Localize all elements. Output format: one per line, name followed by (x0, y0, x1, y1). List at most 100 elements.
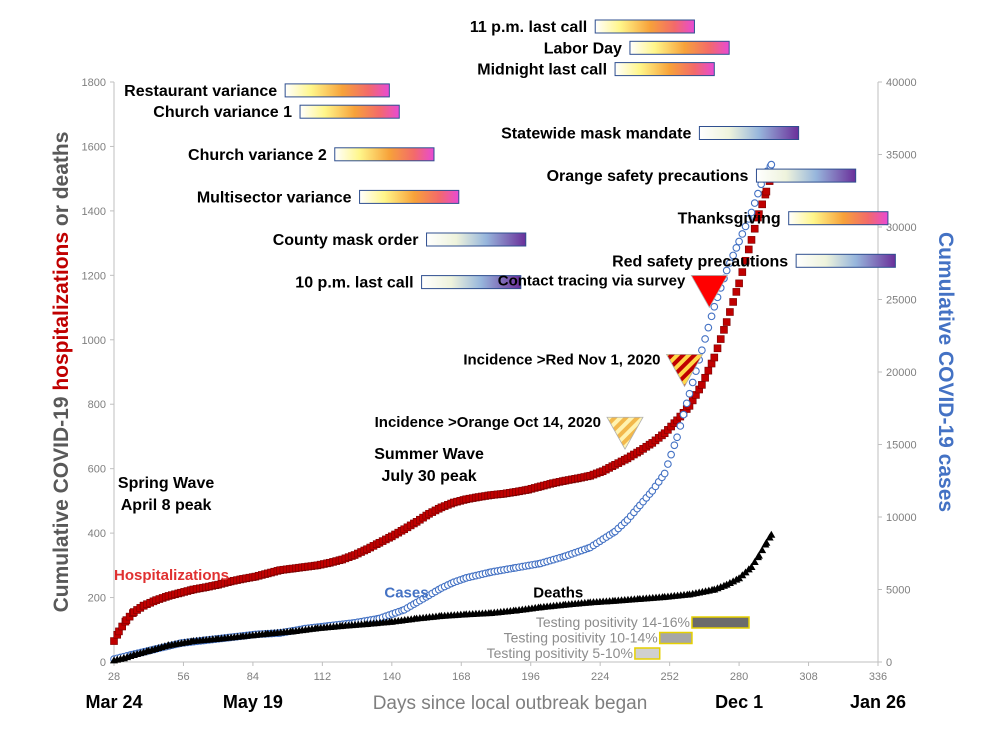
policy-bar (788, 211, 889, 226)
hospitalizations-point (726, 308, 734, 316)
testing-positivity-label: Testing positivity 10-14% (504, 630, 658, 646)
x-tick-label: 28 (108, 671, 120, 683)
hospitalizations-point (750, 224, 759, 233)
series-deaths (110, 530, 776, 664)
y-left-tick-label: 1600 (82, 141, 106, 153)
hospitalizations-point (713, 344, 722, 353)
cases-point (679, 410, 688, 419)
x-tick-label: 336 (869, 671, 887, 683)
event-marker (665, 353, 704, 388)
cases-point (660, 469, 669, 478)
cases-point (735, 237, 743, 246)
policy-bar (698, 126, 800, 140)
cases-point (685, 389, 694, 398)
y-left-tick-label: 800 (88, 399, 106, 411)
annotations: Hospitalizations Cases Deaths Spring Wave Ap… (114, 19, 896, 661)
cases-point (688, 378, 697, 387)
cases-point (682, 399, 691, 408)
y-right-tick-label: 25000 (886, 295, 917, 307)
hospitalizations-point (720, 326, 728, 334)
event-marker-label: Contact tracing via survey (498, 272, 686, 289)
cases-point (710, 302, 719, 311)
cases-point (741, 222, 750, 231)
policy-bar (426, 232, 527, 247)
x-tick-label: 56 (177, 671, 189, 683)
x-axis-label: Days since local outbreak began (373, 693, 648, 714)
policy-bar (629, 40, 730, 55)
policy-label: Red safety precautions (612, 253, 788, 270)
hospitalizations-point (738, 268, 747, 276)
policy-bar (614, 62, 715, 77)
event-marker (690, 275, 729, 309)
policy-bar (299, 104, 400, 119)
hospitalizations-point (716, 335, 725, 343)
y-left-tick-label: 1000 (82, 335, 106, 347)
series-label: Hospitalizations (114, 567, 229, 584)
policy-bar (284, 83, 390, 98)
cases-point (664, 460, 672, 468)
testing-positivity-bar (634, 647, 661, 660)
event-marker-label: Incidence >Red Nov 1, 2020 (463, 351, 660, 368)
cases-point (754, 189, 762, 198)
hospitalizations-point (704, 366, 713, 375)
cases-point (767, 160, 776, 169)
deaths-point (750, 558, 759, 566)
event-marker (606, 416, 644, 451)
y-left-tick-label: 1800 (82, 77, 106, 89)
testing-positivity-label: Testing positivity 14-16% (536, 614, 690, 630)
x-tick-label: 280 (730, 671, 748, 683)
policy-label: Restaurant variance (124, 83, 277, 100)
axes: 28 56 84 112 140 168 196 224 252 280 308 336 0 200 400… (82, 77, 917, 712)
y-axis-left-label: Cumulative COVID-19 hospitalizations or … (50, 132, 73, 613)
policy-label: Statewide mask mandate (501, 126, 691, 143)
hospitalizations-point (701, 373, 709, 382)
hospitalizations-point (722, 318, 731, 326)
y-axis-right-label: Cumulative COVID-19 cases (934, 232, 957, 512)
hospitalizations-point (758, 200, 766, 209)
x-tick-label: 252 (660, 671, 678, 683)
cases-point (701, 335, 709, 343)
cases-point (704, 323, 713, 332)
x-tick-label: 196 (522, 671, 540, 683)
cases-point (747, 208, 756, 217)
series-label: Cases (384, 585, 428, 602)
x-tick-label: 308 (799, 671, 817, 683)
deaths-point (747, 562, 756, 570)
y-right-tick-label: 20000 (886, 367, 917, 379)
cases-point (750, 199, 759, 207)
y-axis-left-label-part: or deaths (50, 132, 73, 232)
cases-point (670, 441, 679, 450)
policy-label: 10 p.m. last call (295, 275, 413, 292)
hospitalizations-point (729, 298, 737, 306)
deaths-point (758, 546, 767, 554)
y-right-tick-label: 40000 (886, 77, 917, 89)
hospitalizations-point (698, 381, 706, 389)
policy-label: 11 p.m. last call (470, 19, 587, 36)
policy-label: Church variance 1 (153, 104, 292, 121)
cases-point (726, 259, 734, 267)
y-left-tick-label: 1400 (82, 206, 106, 218)
x-tick-label: 168 (452, 671, 470, 683)
hospitalizations-point (732, 288, 741, 296)
y-right-tick-label: 0 (886, 657, 892, 669)
cases-point (676, 422, 685, 430)
hospitalizations-point (744, 245, 753, 254)
date-label: Mar 24 (85, 692, 142, 712)
testing-positivity-label: Testing positivity 5-10% (487, 645, 633, 661)
policy-label: Labor Day (544, 40, 622, 57)
hospitalizations-point (762, 187, 771, 196)
wave-label: Summer Wave (374, 446, 484, 463)
hospitalizations-point (747, 236, 756, 244)
policy-bar (421, 275, 522, 290)
wave-label: July 30 peak (381, 468, 476, 485)
series-hospitalizations (110, 171, 776, 645)
cases-point (667, 450, 675, 459)
y-right-tick-label: 5000 (886, 585, 910, 597)
deaths-point (754, 551, 763, 559)
policy-bar (334, 147, 435, 162)
y-axis-left-label-part: Cumulative COVID-19 (50, 391, 73, 613)
policy-bar (594, 19, 695, 34)
hospitalizations-point (741, 256, 750, 265)
x-tick-label: 84 (247, 671, 259, 683)
